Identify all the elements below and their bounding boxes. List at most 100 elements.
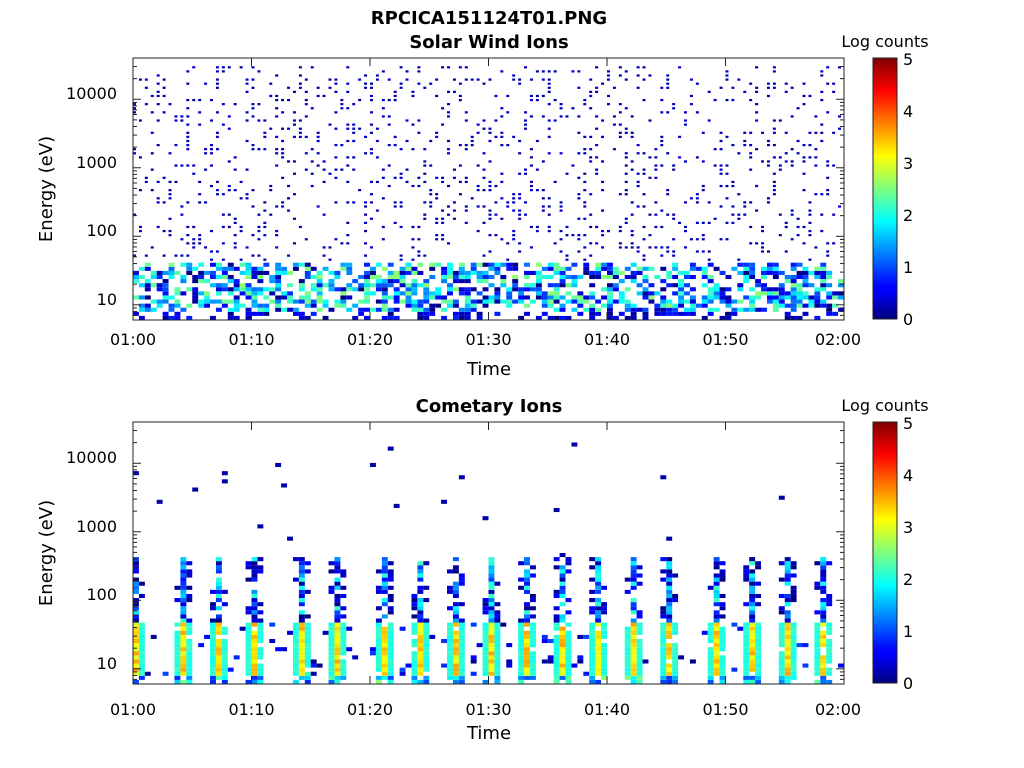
spectrogram-cell (192, 279, 199, 284)
spectrogram-cell (713, 283, 720, 288)
spectrogram-cell (583, 201, 587, 204)
spectrogram-cell (518, 651, 525, 656)
spectrogram-cell (607, 303, 613, 308)
spectrogram-cell (488, 217, 492, 220)
spectrogram-cell (547, 82, 551, 85)
spectrogram-cell (672, 651, 679, 656)
spectrogram-cell (784, 675, 791, 680)
spectrogram-cell (595, 168, 599, 171)
spectrogram-cell (595, 270, 602, 275)
spectrogram-cell (458, 675, 465, 680)
spectrogram-cells (132, 421, 845, 685)
spectrogram-cell (601, 643, 607, 648)
spectrogram-cell (743, 671, 750, 676)
spectrogram-cell (221, 303, 228, 308)
spectrogram-cell (541, 78, 545, 81)
spectrogram-cell (328, 647, 335, 652)
spectrogram-cell (215, 614, 222, 619)
spectrogram-cell (192, 225, 196, 229)
spectrogram-cell (772, 127, 776, 130)
spectrogram-cell (198, 180, 202, 184)
spectrogram-cell (458, 679, 465, 684)
spectrogram-cell (820, 634, 827, 639)
spectrogram-cell (512, 193, 516, 196)
spectrogram-cell (186, 287, 193, 292)
spectrogram-cell (749, 643, 756, 648)
spectrogram-cell (417, 614, 424, 619)
spectrogram-cell (666, 634, 673, 639)
spectrogram-cell (464, 205, 468, 208)
spectrogram-cell (204, 168, 208, 171)
spectrogram-cell (820, 581, 827, 586)
spectrogram-cell (257, 266, 264, 271)
spectrogram-cell (452, 201, 456, 204)
spectrogram-cell (375, 139, 379, 143)
spectrogram-cell (749, 303, 756, 308)
spectrogram-cell (755, 643, 762, 648)
spectrogram-cell (778, 634, 785, 639)
spectrogram-cell (541, 197, 545, 200)
spectrogram-cell (334, 299, 341, 304)
spectrogram-cell (535, 225, 539, 229)
spectrogram-cell (316, 135, 320, 139)
spectrogram-cell (464, 78, 468, 81)
spectrogram-cell (595, 634, 602, 639)
spectrogram-cell (328, 651, 335, 656)
spectrogram-cell (251, 598, 258, 603)
y-axis-label: Energy (eV) (36, 500, 57, 606)
spectrogram-cell (298, 598, 305, 603)
spectrogram-cell (790, 307, 797, 312)
spectrogram-cell (719, 131, 723, 134)
spectrogram-cell (192, 66, 196, 69)
spectrogram-cell (814, 131, 818, 134)
spectrogram-cell (411, 283, 418, 288)
spectrogram-cell (766, 197, 770, 200)
spectrogram-cell (215, 135, 219, 139)
spectrogram-cell (281, 127, 285, 130)
spectrogram-cell (387, 667, 394, 672)
spectrogram-cell (322, 168, 326, 171)
spectrogram-cell (601, 229, 605, 233)
spectrogram-cell (370, 180, 373, 184)
spectrogram-cell (482, 516, 489, 521)
spectrogram-cell (814, 671, 821, 676)
spectrogram-cell (174, 287, 181, 292)
spectrogram-cell (689, 274, 696, 280)
spectrogram-cell (233, 315, 240, 320)
spectrogram-cell (577, 115, 581, 118)
spectrogram-cell (447, 638, 453, 644)
spectrogram-cell (423, 160, 427, 163)
spectrogram-cell (275, 94, 279, 98)
spectrogram-cell (589, 659, 596, 664)
spectrogram-cell (642, 291, 649, 296)
spectrogram-cell (826, 164, 830, 167)
spectrogram-cell (707, 201, 711, 204)
spectrogram-cell (204, 303, 211, 308)
spectrogram-cell (198, 123, 202, 126)
spectrogram-cell (713, 602, 720, 607)
spectrogram-cell (156, 303, 163, 308)
spectrogram-cell (601, 630, 607, 635)
spectrogram-cell (595, 115, 599, 118)
spectrogram-cell (304, 651, 311, 656)
spectrogram-cell (577, 634, 584, 639)
spectrogram-cell (749, 557, 756, 562)
spectrogram-cell (731, 143, 735, 147)
spectrogram-cell (298, 651, 305, 656)
spectrogram-cell (257, 119, 261, 122)
spectrogram-cell (215, 663, 222, 668)
spectrogram-cell (186, 254, 190, 257)
spectrogram-cell (423, 283, 430, 288)
spectrogram-cell (482, 602, 489, 607)
spectrogram-cell (565, 663, 572, 668)
spectrogram-cell (346, 90, 350, 93)
spectrogram-cell (411, 663, 418, 668)
spectrogram-cell (689, 266, 696, 271)
spectrogram-cell (725, 221, 729, 224)
spectrogram-cell (595, 311, 602, 316)
spectrogram-cell (826, 659, 833, 664)
spectrogram-cell (577, 655, 584, 660)
spectrogram-cell (399, 148, 403, 151)
spectrogram-cell (589, 667, 596, 672)
spectrogram-cell (180, 602, 187, 607)
